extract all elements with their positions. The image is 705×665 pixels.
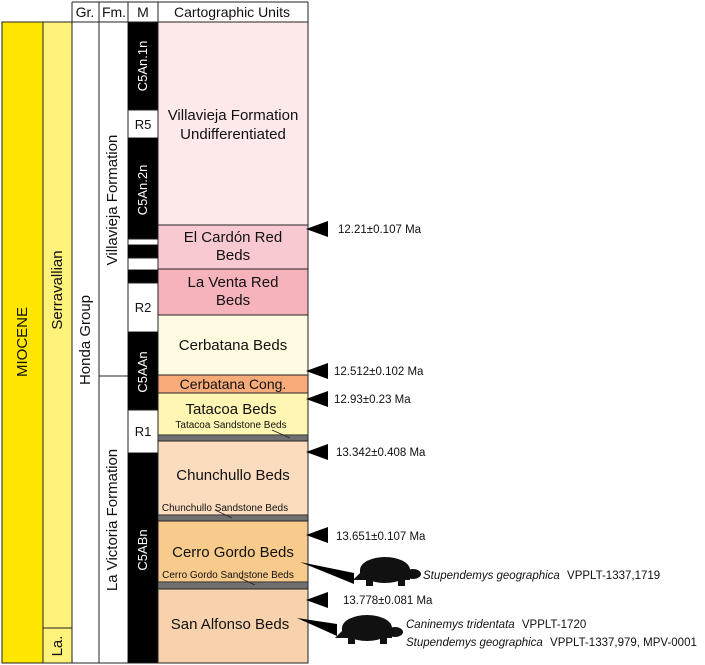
table-frame xyxy=(2,1,309,664)
chron-label: R5 xyxy=(135,117,152,132)
fossil-pointer xyxy=(300,562,354,584)
fossil-pointer xyxy=(297,618,337,636)
epoch-column xyxy=(1,21,44,664)
unit-label: Cerbatana Beds xyxy=(179,337,287,354)
specimen-numbers: VPPLT-1720 xyxy=(522,619,586,631)
magnetostratigraphy-column: C5An.1n R5 C5An.2n R2 C5AAn R1 C5ABn xyxy=(127,22,159,663)
header-group: Gr. xyxy=(76,4,95,20)
fossil-taxon: Stupendemys geographica VPPLT-1337,979, … xyxy=(406,637,697,649)
stage-column xyxy=(42,21,73,664)
fossil-record-1: Stupendemys geographica VPPLT-1337,1719 xyxy=(300,557,660,586)
species-name: Caninemys tridentata xyxy=(406,619,515,631)
chron-label: C5An.1n xyxy=(135,41,150,92)
sandstone-bed-cerro-gordo xyxy=(157,581,309,590)
date-label: 13.651±0.107 Ma xyxy=(336,531,426,543)
polarity-reversed-thin-2 xyxy=(127,257,159,271)
header-row: Gr. Fm. M Cartographic Units xyxy=(76,4,290,20)
chron-label: R1 xyxy=(135,424,152,439)
polarity-normal-c5aan xyxy=(128,332,158,410)
date-label: 12.21±0.107 Ma xyxy=(338,224,422,236)
stage-lower-label: La. xyxy=(49,636,66,657)
turtle-icon xyxy=(353,557,421,586)
chron-label: R2 xyxy=(135,300,152,315)
unit-label: El Cardón Red xyxy=(184,229,282,246)
chron-label: C5ABn xyxy=(135,529,150,570)
unit-label: Undifferentiated xyxy=(180,126,286,143)
turtle-icon xyxy=(335,615,403,644)
polarity-normal-c5an1n xyxy=(128,22,158,110)
unit-label: La Venta Red xyxy=(188,274,279,291)
unit-label: Chunchullo Beds xyxy=(176,467,289,484)
polarity-normal-c5abn xyxy=(128,453,158,663)
unit-label: San Alfonso Beds xyxy=(171,616,289,633)
stage-upper-label: Serravallian xyxy=(49,250,66,329)
date-arrow xyxy=(306,592,328,608)
unit-label: Cerro Gordo Sandstone Beds xyxy=(162,570,294,581)
tatacoa-sandstone-tick xyxy=(271,429,291,439)
chron-label: C5An.2n xyxy=(135,165,150,216)
unit-label: Tatacoa Beds xyxy=(186,401,277,418)
date-label: 12.512±0.102 Ma xyxy=(334,366,424,378)
date-arrow xyxy=(306,444,328,460)
polarity-normal-c5an2n xyxy=(128,138,158,239)
unit-la-venta-red-beds xyxy=(157,268,309,316)
unit-cerro-gordo-beds xyxy=(157,520,309,583)
unit-chunchullo-beds xyxy=(157,440,309,516)
unit-label: Cerro Gordo Beds xyxy=(172,544,294,561)
unit-label: Chunchullo Sandstone Beds xyxy=(162,503,288,514)
date-arrow xyxy=(306,391,328,407)
date-label: 13.778±0.081 Ma xyxy=(343,595,433,607)
unit-label: Beds xyxy=(216,292,250,309)
formation-lower-label: La Victoria Formation xyxy=(104,449,121,591)
date-annotations: 12.21±0.107 Ma 12.512±0.102 Ma 12.93±0.2… xyxy=(306,221,433,608)
unit-el-cardon-red-beds xyxy=(157,224,309,270)
fossil-record-2: Caninemys tridentata VPPLT-1720 Stupende… xyxy=(297,615,697,649)
header-formation: Fm. xyxy=(102,4,126,20)
header-cartographic-units: Cartographic Units xyxy=(174,4,290,20)
header-magnetostratigraphy: M xyxy=(137,4,149,20)
unit-label: Beds xyxy=(216,247,250,264)
polarity-normal-thin-1 xyxy=(128,245,158,258)
unit-villavieja-undifferentiated xyxy=(157,21,309,226)
unit-label: Cerbatana Cong. xyxy=(180,376,287,392)
polarity-reversed-thin-1 xyxy=(127,238,159,246)
epoch-label: MIOCENE xyxy=(14,307,31,377)
date-arrow xyxy=(306,527,328,543)
fossil-taxon: Caninemys tridentata VPPLT-1720 xyxy=(406,619,586,631)
sandstone-bed-chunchullo xyxy=(157,514,309,522)
unit-label: Tatacoa Sandstone Beds xyxy=(175,420,286,431)
unit-tatacoa-beds xyxy=(157,392,309,436)
chron-label: C5AAn xyxy=(135,351,150,392)
specimen-numbers: VPPLT-1337,979, MPV-0001 xyxy=(550,637,697,649)
polarity-normal-thin-2 xyxy=(128,270,158,283)
fossil-taxon: Stupendemys geographica VPPLT-1337,1719 xyxy=(423,570,660,582)
unit-san-alfonso-beds xyxy=(157,588,309,664)
group-column xyxy=(71,21,100,664)
specimen-numbers: VPPLT-1337,1719 xyxy=(567,570,660,582)
species-name: Stupendemys geographica xyxy=(406,637,543,649)
unit-label: Villavieja Formation xyxy=(168,107,299,124)
date-arrow xyxy=(306,221,328,237)
cartographic-units: Villavieja Formation Undifferentiated El… xyxy=(157,21,309,664)
date-label: 13.342±0.408 Ma xyxy=(336,447,426,459)
species-name: Stupendemys geographica xyxy=(423,570,560,582)
group-label: Honda Group xyxy=(77,295,94,385)
date-label: 12.93±0.23 Ma xyxy=(334,394,411,406)
unit-cerbatana-beds xyxy=(157,314,309,376)
formation-upper-label: Villavieja Formation xyxy=(104,135,121,266)
date-arrow xyxy=(306,363,328,379)
chunchullo-sandstone-tick xyxy=(214,509,233,519)
polarity-reversed-r1 xyxy=(127,409,159,454)
cerro-gordo-sandstone-tick xyxy=(239,577,256,586)
